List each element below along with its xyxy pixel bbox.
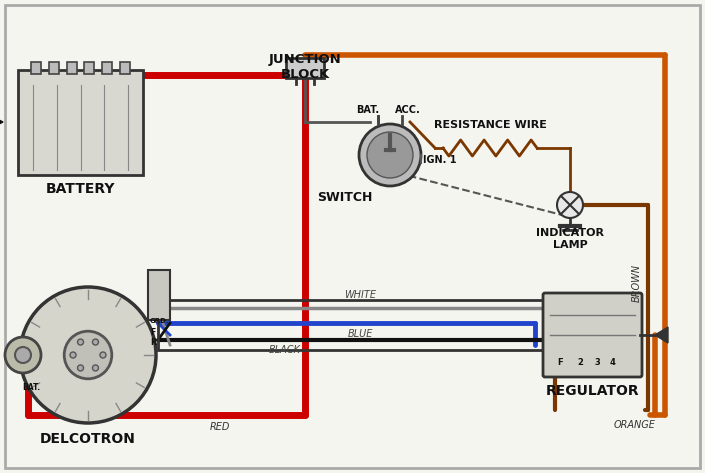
Bar <box>18 70 143 175</box>
Text: BATTERY: BATTERY <box>46 182 115 196</box>
Text: 4: 4 <box>610 358 616 367</box>
Text: JUNCTION
BLOCK: JUNCTION BLOCK <box>269 53 341 81</box>
Text: INDICATOR
LAMP: INDICATOR LAMP <box>536 228 604 250</box>
Text: BLACK: BLACK <box>269 345 301 355</box>
Circle shape <box>15 347 31 363</box>
Text: REGULATOR: REGULATOR <box>546 384 639 398</box>
Bar <box>158 300 555 350</box>
Text: F: F <box>557 358 563 367</box>
Text: BROWN: BROWN <box>632 264 642 302</box>
Text: BAT.: BAT. <box>22 383 40 392</box>
Circle shape <box>367 132 413 178</box>
Text: BLUE: BLUE <box>348 329 373 339</box>
Bar <box>49 62 59 74</box>
Text: F: F <box>150 328 155 337</box>
Text: SWITCH: SWITCH <box>317 191 373 204</box>
Circle shape <box>78 339 83 345</box>
Bar <box>85 62 94 74</box>
Text: ORANGE: ORANGE <box>614 420 656 430</box>
Text: DELCOTRON: DELCOTRON <box>40 432 136 446</box>
Bar <box>31 62 41 74</box>
Text: 2: 2 <box>577 358 583 367</box>
Bar <box>66 62 77 74</box>
Bar <box>120 62 130 74</box>
Text: ACC.: ACC. <box>395 105 421 115</box>
Text: R: R <box>150 338 156 347</box>
Circle shape <box>78 365 83 371</box>
Circle shape <box>92 365 99 371</box>
Circle shape <box>359 124 421 186</box>
Bar <box>148 270 170 320</box>
Polygon shape <box>0 117 3 127</box>
Bar <box>286 58 324 78</box>
Circle shape <box>100 352 106 358</box>
Text: BAT.: BAT. <box>357 105 379 115</box>
Text: RESISTANCE WIRE: RESISTANCE WIRE <box>434 120 546 130</box>
Text: IGN. 1: IGN. 1 <box>423 155 457 165</box>
Bar <box>102 62 112 74</box>
Circle shape <box>20 287 156 423</box>
Circle shape <box>92 339 99 345</box>
FancyBboxPatch shape <box>543 293 642 377</box>
Text: GRD.: GRD. <box>150 318 170 324</box>
Circle shape <box>5 337 41 373</box>
Text: 3: 3 <box>594 358 600 367</box>
Circle shape <box>64 331 112 379</box>
Polygon shape <box>655 327 668 343</box>
Text: WHITE: WHITE <box>344 290 376 300</box>
Circle shape <box>70 352 76 358</box>
Text: RED: RED <box>210 422 231 432</box>
Circle shape <box>557 192 583 218</box>
